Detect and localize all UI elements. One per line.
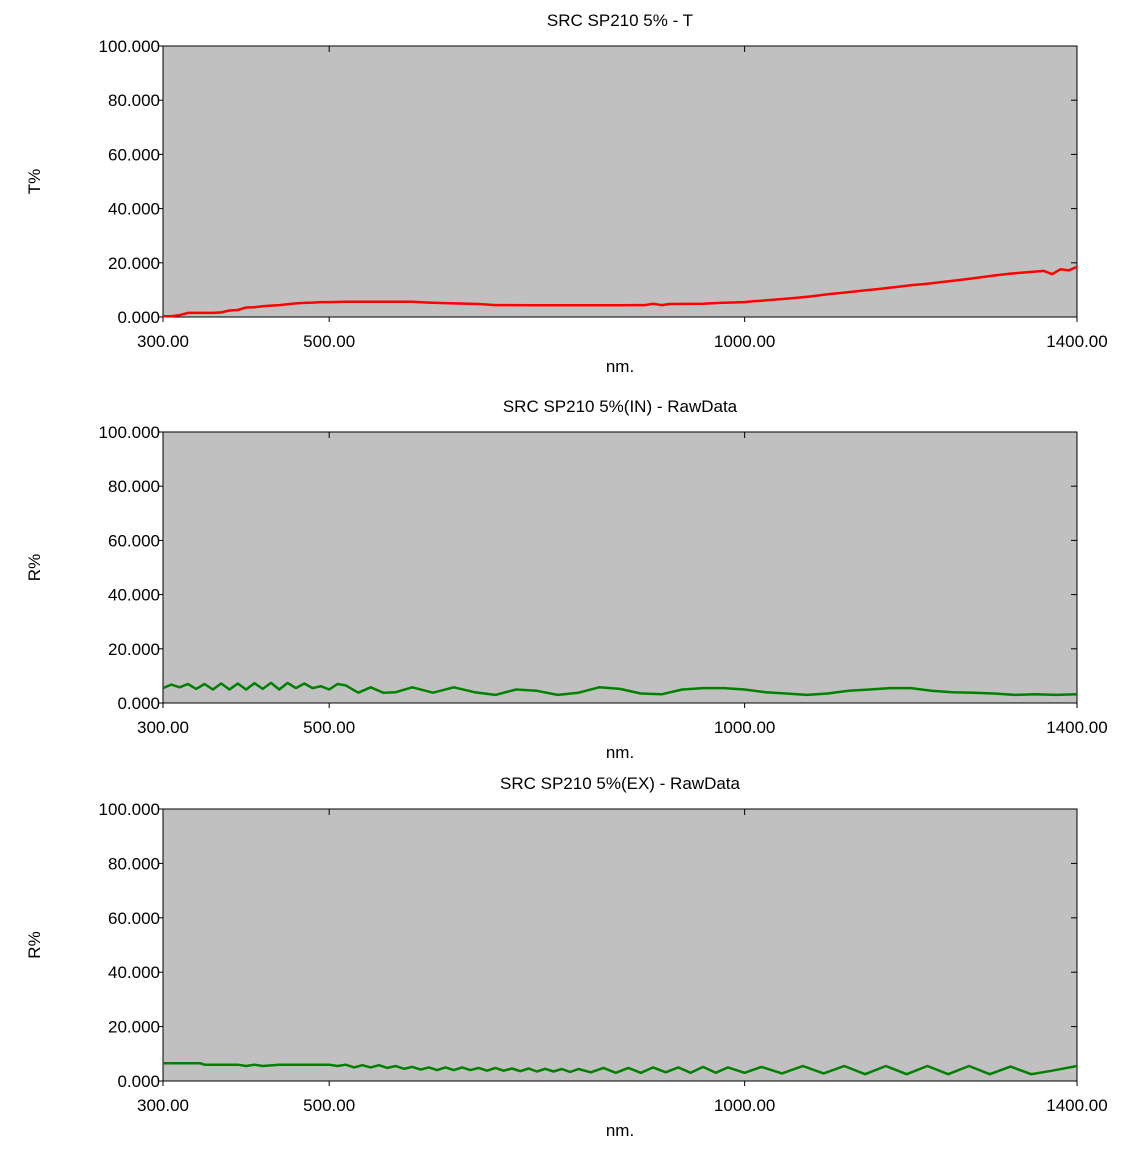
y-tick-label: 20.000 <box>108 254 160 273</box>
x-tick-label: 300.00 <box>137 332 189 351</box>
chart-panel-2: SRC SP210 5%(IN) - RawData 0.000 20.000 40.… <box>25 397 1108 762</box>
y-tick-label: 80.000 <box>108 854 160 873</box>
y-tick-label: 0.000 <box>117 694 160 713</box>
x-tick-label: 1000.00 <box>714 718 775 737</box>
x-tick-label: 1000.00 <box>714 332 775 351</box>
x-tick-label: 1400.00 <box>1046 332 1107 351</box>
plot-area <box>162 45 1078 318</box>
y-tick-label: 40.000 <box>108 963 160 982</box>
x-tick-label: 300.00 <box>137 1096 189 1115</box>
y-axis-label: T% <box>25 169 44 195</box>
x-axis-label: nm. <box>606 743 634 762</box>
x-tick-label: 500.00 <box>303 332 355 351</box>
y-tick-label: 20.000 <box>108 1018 160 1037</box>
y-axis-label: R% <box>25 554 44 581</box>
chart-title: SRC SP210 5%(EX) - RawData <box>500 774 741 793</box>
x-tick-label: 500.00 <box>303 1096 355 1115</box>
y-tick-label: 0.000 <box>117 1072 160 1091</box>
x-tick-label: 1400.00 <box>1046 1096 1107 1115</box>
series-line <box>163 265 1078 318</box>
y-tick-label: 80.000 <box>108 91 160 110</box>
y-tick-label: 80.000 <box>108 477 160 496</box>
y-axis-label: R% <box>25 931 44 958</box>
series-line <box>163 1062 1078 1076</box>
plot-area <box>162 808 1078 1082</box>
plot-area <box>162 431 1078 704</box>
y-tick-label: 100.000 <box>99 423 160 442</box>
y-tick-label: 0.000 <box>117 308 160 327</box>
x-tick-label: 1000.00 <box>714 1096 775 1115</box>
series-line <box>162 681 1078 697</box>
x-tick-label: 300.00 <box>137 718 189 737</box>
y-tick-label: 40.000 <box>108 200 160 219</box>
y-tick-label: 20.000 <box>108 640 160 659</box>
chart-panel-1: SRC SP210 5% - T 0.000 20.000 40.000 60.000 8… <box>25 11 1108 376</box>
x-axis-label: nm. <box>606 357 634 376</box>
y-tick-label: 60.000 <box>108 531 160 550</box>
y-tick-label: 100.000 <box>99 800 160 819</box>
y-tick-label: 100.000 <box>99 37 160 56</box>
x-tick-label: 1400.00 <box>1046 718 1107 737</box>
x-axis-label: nm. <box>606 1121 634 1140</box>
chart-title: SRC SP210 5% - T <box>547 11 693 30</box>
chart-title: SRC SP210 5%(IN) - RawData <box>503 397 738 416</box>
y-tick-label: 40.000 <box>108 586 160 605</box>
chart-panel-3: SRC SP210 5%(EX) - RawData 0.000 20.000 40.… <box>25 774 1108 1140</box>
y-tick-label: 60.000 <box>108 909 160 928</box>
x-tick-label: 500.00 <box>303 718 355 737</box>
y-tick-label: 60.000 <box>108 145 160 164</box>
